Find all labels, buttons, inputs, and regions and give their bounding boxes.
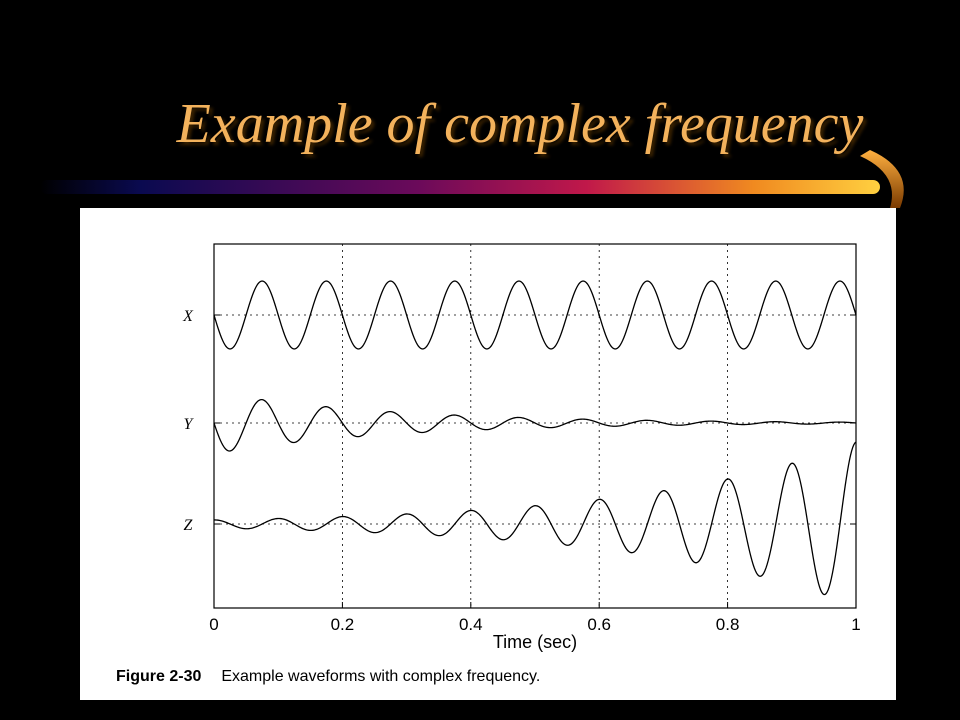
x-tick-label: 0.6 [587, 615, 611, 634]
series-layer [213, 280, 857, 596]
grid-layer [213, 244, 857, 608]
tick-layer: 0 0.2 0.4 0.6 0.8 1 [209, 615, 860, 634]
label-layer: X Y Z [182, 308, 194, 534]
waveform-chart: X Y Z 0 0.2 0.4 0.6 0.8 1 Time (sec) [182, 243, 861, 652]
title-swoosh-decoration [40, 150, 904, 208]
x-axis-label: Time (sec) [493, 632, 577, 652]
figure-number: Figure 2-30 [116, 668, 202, 685]
x-tick-label: 0 [209, 615, 218, 634]
figure-panel: X Y Z 0 0.2 0.4 0.6 0.8 1 Time (sec) Figure 2-3… [80, 208, 896, 700]
series-line-x [213, 280, 857, 350]
x-tick-label: 0.4 [459, 615, 483, 634]
series-line-z [214, 441, 857, 596]
x-tick-label: 1 [851, 615, 860, 634]
series-line-y [213, 398, 857, 452]
x-tick-label: 0.8 [716, 615, 740, 634]
figure-caption-text: Example waveforms with complex frequency… [221, 668, 541, 685]
series-label: Z [184, 517, 194, 534]
series-label: Y [184, 416, 195, 433]
figure-caption: Figure 2-30 Example waveforms with comple… [116, 668, 540, 686]
slide-title: Example of complex frequency [176, 93, 864, 155]
series-label: X [182, 308, 194, 325]
x-tick-label: 0.2 [331, 615, 355, 634]
plot-frame [213, 243, 857, 609]
